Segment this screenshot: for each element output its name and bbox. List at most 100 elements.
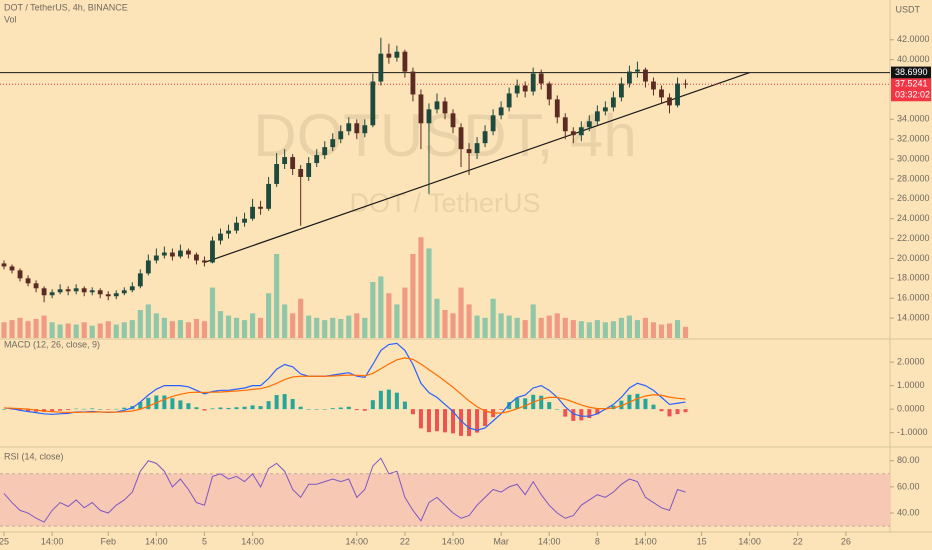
volume-bar — [241, 320, 248, 338]
candle-body — [57, 289, 63, 293]
macd-histogram-bar — [274, 395, 279, 410]
candle-body — [362, 125, 368, 134]
volume-bar — [177, 320, 183, 338]
volume-bar — [362, 317, 368, 338]
macd-histogram-bar — [555, 409, 560, 410]
macd-histogram-bar — [90, 408, 95, 410]
macd-histogram-bar — [298, 406, 303, 410]
y-tick-label: 40.00 — [897, 507, 920, 517]
candle-body — [490, 115, 496, 132]
volume-bar — [370, 282, 376, 338]
candle-body — [370, 81, 376, 126]
macd-title: MACD (12, 26, close, 9) — [4, 339, 100, 349]
candle-body — [113, 293, 119, 297]
volume-bar — [666, 323, 673, 338]
volume-bar — [266, 293, 272, 338]
volume-bar — [594, 320, 600, 338]
x-tick-label: 14:00 — [738, 536, 761, 546]
y-tick-label: 22.0000 — [897, 233, 930, 243]
macd-histogram-bar — [314, 409, 319, 410]
macd-histogram-bar — [442, 409, 448, 433]
candle-body — [49, 292, 55, 296]
y-tick-label: 14.0000 — [897, 312, 930, 322]
macd-histogram-bar — [667, 409, 672, 417]
volume-bar — [458, 287, 464, 338]
candle-body — [274, 164, 280, 184]
volume-bar — [426, 248, 432, 338]
macd-histogram-bar — [354, 409, 359, 411]
volume-bar — [498, 313, 504, 338]
macd-histogram-bar — [10, 409, 15, 410]
x-tick-label: 5 — [202, 536, 207, 546]
macd-histogram-bar — [194, 407, 199, 410]
macd-histogram-bar — [378, 390, 383, 410]
volume-bar — [634, 320, 640, 338]
last-price-label: 37.5241 — [895, 79, 928, 89]
macd-histogram-bar — [386, 389, 391, 410]
x-tick-label: 8 — [595, 536, 600, 546]
macd-histogram-bar — [410, 409, 415, 415]
signal-line — [3, 357, 686, 414]
volume-bar — [554, 313, 560, 338]
macd-histogram-bar — [234, 407, 239, 410]
candle-body — [242, 218, 247, 223]
candle-body — [105, 294, 111, 297]
volume-bar — [490, 298, 496, 338]
y-tick-label: 18.0000 — [897, 273, 930, 283]
candle-body — [81, 288, 87, 293]
macd-histogram-bar — [515, 397, 520, 410]
candle-body — [153, 255, 159, 261]
macd-histogram-bar — [322, 409, 327, 410]
volume-bar — [161, 317, 167, 338]
macd-histogram-bar — [675, 409, 680, 415]
rsi-line — [3, 457, 686, 523]
trendline — [204, 72, 750, 264]
macd-histogram-bar — [26, 409, 31, 412]
last-price-box — [891, 78, 931, 102]
candle-body — [226, 230, 231, 234]
candle-body — [578, 127, 584, 136]
volume-bar — [682, 326, 689, 338]
x-tick-label: 15 — [697, 536, 707, 546]
candle-body — [458, 127, 464, 150]
volume-bar — [546, 315, 552, 338]
volume-bar — [322, 320, 328, 338]
y-tick-label: 32.0000 — [897, 134, 930, 144]
currency: USDT — [896, 4, 921, 14]
volume-bar — [49, 322, 55, 338]
candle-body — [386, 53, 392, 58]
macd-histogram-bar — [683, 409, 688, 413]
volume-bar — [602, 322, 608, 338]
volume-bar — [73, 324, 79, 338]
volume-bar — [394, 304, 400, 338]
candle-body — [466, 149, 472, 154]
candle-body — [161, 252, 167, 256]
candle-body — [25, 278, 31, 284]
y-tick-label: 24.0000 — [897, 213, 930, 223]
volume-bar — [330, 317, 336, 338]
macd-histogram-bar — [434, 409, 439, 432]
macd-histogram-bar — [451, 409, 456, 434]
candle-body — [282, 157, 288, 165]
candle-body — [498, 107, 504, 116]
y-tick-label: 20.0000 — [897, 253, 930, 263]
volume-bar — [450, 313, 456, 338]
candle-body — [169, 252, 175, 257]
candle-body — [394, 51, 400, 58]
volume-bar — [530, 304, 536, 338]
macd-histogram-bar — [122, 407, 127, 410]
volume-bar — [562, 317, 568, 338]
volume-bar — [650, 322, 657, 338]
macd-histogram-bar — [250, 405, 255, 410]
candle-body — [346, 123, 352, 132]
y-tick-label: 16.0000 — [897, 293, 930, 303]
level-label: 38.6990 — [895, 67, 928, 77]
x-tick-label: 22 — [793, 536, 803, 546]
candle-body — [667, 97, 672, 106]
y-tick-label: 34.0000 — [897, 114, 930, 124]
candle-body — [65, 289, 71, 292]
macd-histogram-bar — [394, 392, 399, 410]
volume-bar — [578, 321, 584, 338]
macd-histogram-bar — [106, 409, 111, 410]
